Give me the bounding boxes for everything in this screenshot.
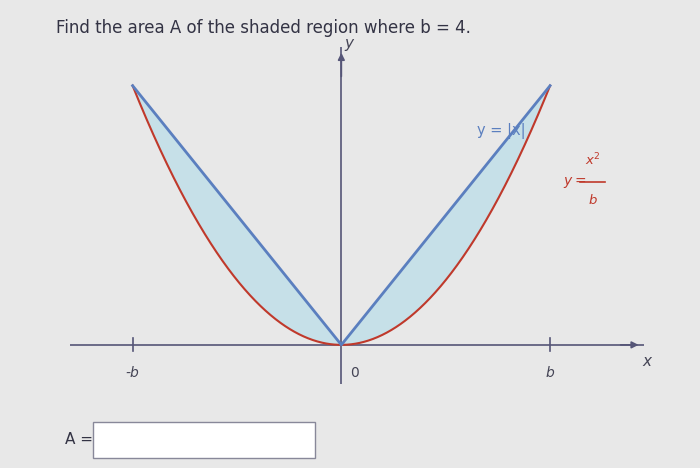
Text: A =: A = (65, 432, 98, 447)
Text: -b: -b (126, 366, 139, 380)
Text: b: b (546, 366, 554, 380)
Text: y = |x|: y = |x| (477, 123, 526, 139)
Text: y: y (344, 36, 354, 51)
Bar (93, 422, 315, 458)
Text: $b$: $b$ (588, 193, 598, 206)
Text: 0: 0 (350, 366, 359, 380)
Text: x: x (642, 354, 651, 369)
Text: Find the area A of the shaded region where b = 4.: Find the area A of the shaded region whe… (56, 19, 471, 37)
Text: $x^2$: $x^2$ (585, 152, 601, 168)
Text: $y = $: $y = $ (563, 176, 587, 190)
